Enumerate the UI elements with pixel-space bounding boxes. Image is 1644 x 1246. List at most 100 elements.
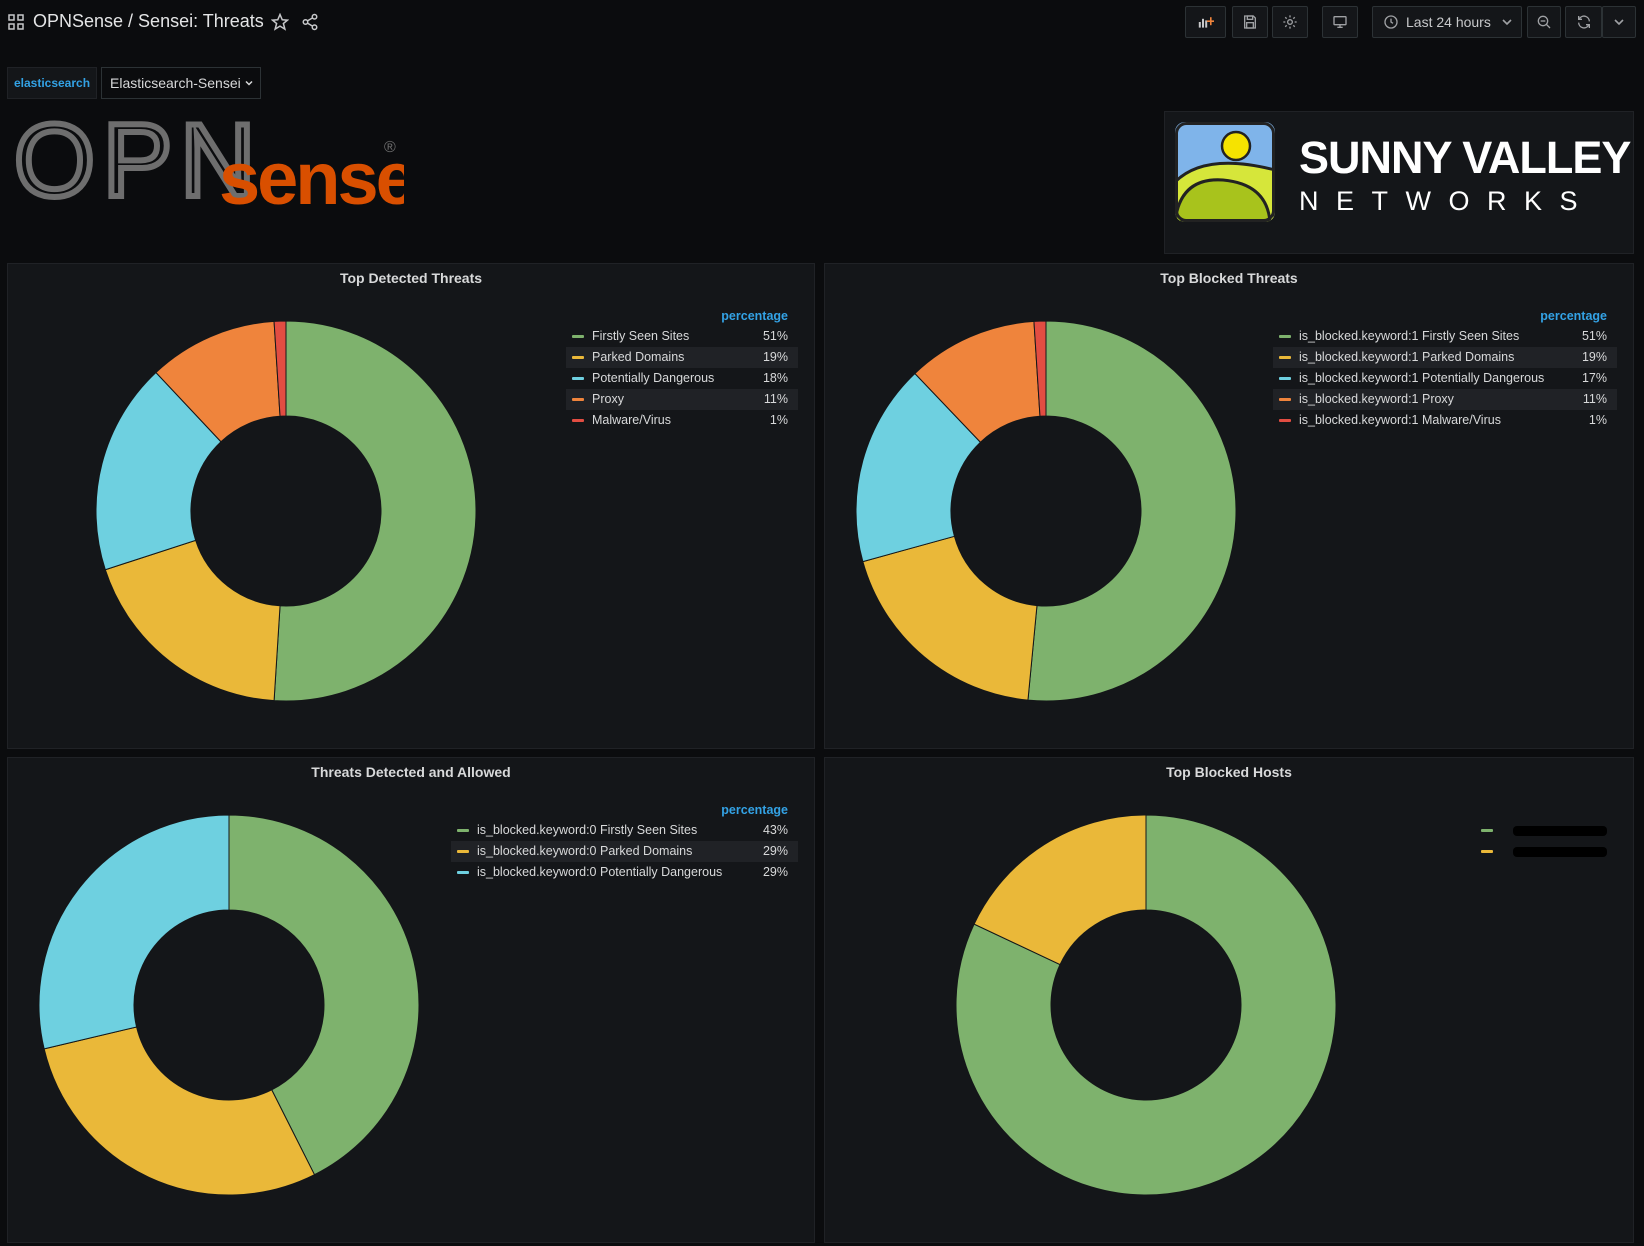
pie-slice-is-blocked-keyword-1-malware-virus[interactable] xyxy=(1033,320,1047,417)
redacted-host-label xyxy=(1513,846,1607,857)
legend-header[interactable]: percentage xyxy=(1540,309,1607,323)
vendor-logo-panel: SUNNY VALLEY NETWORKS xyxy=(1164,111,1634,254)
panel-title[interactable]: Top Detected Threats xyxy=(339,270,483,286)
legend-color-swatch xyxy=(1481,850,1493,853)
datasource-variable-label: elasticsearch xyxy=(7,67,97,99)
legend-item-label: is_blocked.keyword:1 Parked Domains xyxy=(1299,350,1515,364)
legend-item-value: 1% xyxy=(769,413,788,427)
legend-item-label: is_blocked.keyword:0 Firstly Seen Sites xyxy=(477,823,698,837)
legend-item[interactable]: is_blocked.keyword:1 Malware/Virus 1% xyxy=(1273,410,1617,431)
legend-item-label: is_blocked.keyword:1 Proxy xyxy=(1299,392,1454,406)
panel-title[interactable]: Threats Detected and Allowed xyxy=(311,764,511,780)
legend-item-value: 17% xyxy=(1581,371,1607,385)
vendor-subtitle: NETWORKS xyxy=(1299,186,1596,216)
legend-item-label: is_blocked.keyword:1 Firstly Seen Sites xyxy=(1299,329,1520,343)
time-range-picker[interactable]: Last 24 hours xyxy=(1372,6,1522,38)
legend-item-value: 19% xyxy=(1581,350,1607,364)
legend-item-label: is_blocked.keyword:1 Potentially Dangero… xyxy=(1299,371,1545,385)
redacted-host-label xyxy=(1513,825,1607,836)
pie-slice-is-blocked-keyword-1-parked-domains[interactable] xyxy=(862,535,1038,701)
legend-header[interactable] xyxy=(1475,800,1625,820)
panel-title[interactable]: Top Blocked Threats xyxy=(1160,270,1298,286)
legend-item[interactable]: Parked Domains 19% xyxy=(566,347,798,368)
legend-item-label: Firstly Seen Sites xyxy=(592,329,690,343)
pie-slice-is-blocked-keyword-0-potentially-dangerous[interactable] xyxy=(38,814,230,1050)
legend-color-swatch xyxy=(457,850,469,853)
save-dashboard-button[interactable] xyxy=(1232,6,1268,38)
add-panel-button[interactable] xyxy=(1185,6,1226,38)
legend-item-label: Proxy xyxy=(592,392,624,406)
zoom-out-button[interactable] xyxy=(1527,6,1561,38)
legend-item-label: Malware/Virus xyxy=(592,413,671,427)
pie-slice-potentially-dangerous[interactable] xyxy=(95,371,222,571)
star-icon[interactable] xyxy=(271,13,289,31)
legend-item-value: 29% xyxy=(762,844,788,858)
opnsense-logo-right: sense xyxy=(219,137,404,211)
legend-color-swatch xyxy=(572,398,584,401)
legend-item[interactable]: is_blocked.keyword:0 Firstly Seen Sites 4… xyxy=(451,820,798,841)
legend-color-swatch xyxy=(572,377,584,380)
pie-slice-host-2[interactable] xyxy=(973,814,1147,966)
top-nav-bar: OPNSense / Sensei: Threats xyxy=(0,0,1644,46)
share-icon[interactable] xyxy=(301,13,319,31)
refresh-icon xyxy=(1577,15,1590,29)
zoom-out-icon xyxy=(1537,15,1551,29)
save-icon xyxy=(1244,15,1256,29)
legend-item-label: is_blocked.keyword:1 Malware/Virus xyxy=(1299,413,1501,427)
opnsense-logo: OPN sense ® xyxy=(14,116,404,211)
legend-color-swatch xyxy=(572,335,584,338)
pie-slice-host-1[interactable] xyxy=(955,814,1337,1196)
legend-item[interactable]: is_blocked.keyword:1 Parked Domains 19% xyxy=(1273,347,1617,368)
legend-item-label: Potentially Dangerous xyxy=(592,371,715,385)
legend-item-value: 51% xyxy=(762,329,788,343)
vendor-name: SUNNY VALLEY xyxy=(1299,132,1631,183)
legend-item-value: 18% xyxy=(762,371,788,385)
legend-item[interactable]: is_blocked.keyword:1 Proxy 11% xyxy=(1273,389,1617,410)
tv-mode-button[interactable] xyxy=(1322,6,1358,38)
chart-legend xyxy=(1475,800,1625,862)
chevron-down-icon xyxy=(245,80,253,86)
pie-slice-parked-domains[interactable] xyxy=(104,539,281,702)
time-range-label: Last 24 hours xyxy=(1406,14,1491,30)
legend-header[interactable]: percentage xyxy=(721,803,788,817)
legend-color-swatch xyxy=(1279,377,1291,380)
legend-item[interactable]: is_blocked.keyword:0 Parked Domains 29% xyxy=(451,841,798,862)
chart-legend: percentage is_blocked.keyword:1 Firstly … xyxy=(1273,306,1617,431)
panel-top-blocked-threats: Top Blocked Threats percentage is_blocke… xyxy=(824,263,1634,749)
pie-slice-is-blocked-keyword-1-firstly-seen-sites[interactable] xyxy=(1027,320,1237,702)
chart-legend: percentage Firstly Seen Sites 51% Parked D… xyxy=(566,306,798,431)
dashboard-settings-button[interactable] xyxy=(1272,6,1308,38)
dashboard-title[interactable]: OPNSense / Sensei: Threats xyxy=(33,11,264,31)
legend-color-swatch xyxy=(457,829,469,832)
refresh-interval-dropdown[interactable] xyxy=(1602,6,1636,38)
pie-slice-is-blocked-keyword-0-parked-domains[interactable] xyxy=(43,1026,316,1196)
opnsense-registered-mark: ® xyxy=(384,139,396,156)
refresh-button[interactable] xyxy=(1565,6,1602,38)
donut-chart xyxy=(95,320,477,702)
apps-icon[interactable] xyxy=(8,14,24,30)
panel-top-blocked-hosts: Top Blocked Hosts xyxy=(824,757,1634,1243)
legend-item-value: 51% xyxy=(1581,329,1607,343)
legend-item[interactable]: Potentially Dangerous 18% xyxy=(566,368,798,389)
legend-item-value: 19% xyxy=(762,350,788,364)
legend-item[interactable]: Proxy 11% xyxy=(566,389,798,410)
chevron-down-icon xyxy=(1614,19,1624,26)
pie-slice-is-blocked-keyword-1-potentially-dangerous[interactable] xyxy=(855,372,982,563)
legend-item-value: 11% xyxy=(763,392,788,406)
legend-item[interactable]: is_blocked.keyword:1 Potentially Dangero… xyxy=(1273,368,1617,389)
pie-slice-is-blocked-keyword-0-firstly-seen-sites[interactable] xyxy=(228,814,420,1176)
legend-item[interactable] xyxy=(1475,820,1625,841)
legend-item[interactable]: is_blocked.keyword:1 Firstly Seen Sites 5… xyxy=(1273,326,1617,347)
legend-color-swatch xyxy=(1279,398,1291,401)
donut-chart xyxy=(38,814,420,1196)
datasource-variable-select[interactable]: Elasticsearch-Sensei xyxy=(101,67,261,99)
pie-slice-firstly-seen-sites[interactable] xyxy=(273,320,477,702)
opnsense-logo-left: OPN xyxy=(14,116,263,211)
legend-item[interactable]: Malware/Virus 1% xyxy=(566,410,798,431)
legend-header[interactable]: percentage xyxy=(721,309,788,323)
legend-item[interactable]: Firstly Seen Sites 51% xyxy=(566,326,798,347)
pie-slice-malware-virus[interactable] xyxy=(273,320,287,417)
panel-title[interactable]: Top Blocked Hosts xyxy=(1166,764,1292,780)
legend-item[interactable]: is_blocked.keyword:0 Potentially Dangero… xyxy=(451,862,798,883)
legend-item[interactable] xyxy=(1475,841,1625,862)
